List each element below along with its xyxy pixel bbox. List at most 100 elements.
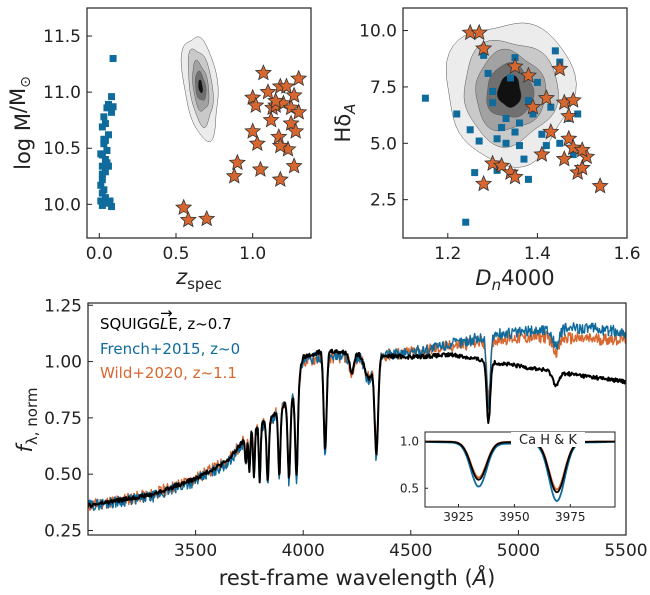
contour-level-5 — [198, 79, 204, 94]
scatter-square-point — [108, 108, 116, 116]
legend-entry-squiggle: SQUIGGLE, z~0.7 — [100, 315, 232, 333]
x-tick-label: 3925 — [443, 510, 474, 524]
scatter-star-point — [262, 111, 280, 128]
scatter-square-point — [98, 170, 106, 178]
x-tick-label: 1.0 — [239, 244, 266, 264]
y-tick-label: 1.25 — [44, 296, 82, 316]
scatter-star-point — [254, 64, 272, 81]
x-tick-label: 3500 — [174, 541, 217, 561]
scatter-square-point — [493, 135, 501, 143]
inset-ca-hk: Ca H & K 3925 3950 3975 0.5 1.0 — [400, 431, 616, 524]
scatter-star-point — [591, 177, 609, 194]
scatter-square-point — [489, 87, 497, 95]
scatter-square-point — [109, 103, 117, 111]
scatter-square-point — [480, 51, 488, 59]
y-tick-label: 10.0 — [359, 22, 397, 42]
panel-spectra: 3500 4000 4500 5000 5500 0.25 0.50 0.75 1.00 1.25… — [13, 296, 648, 590]
squiggle-spectrum — [88, 348, 626, 508]
x-axis-label: Dn4000 — [475, 266, 554, 294]
x-axis-label: rest-frame wavelength (Å) — [219, 564, 496, 590]
scatter-star-point — [175, 198, 193, 216]
panel-hdelta-vs-dn4000: 1.2 1.4 1.6 2.5 5.0 7.5 10.0 Dn4000 HδA — [331, 7, 641, 294]
legend: SQUIGGLE, z~0.7 → French+2015, z~0 Wild+… — [100, 304, 240, 382]
scatter-star-point — [290, 69, 308, 87]
scatter-square-point — [507, 74, 515, 82]
y-tick-label: 0.50 — [44, 465, 82, 485]
scatter-star-point — [179, 210, 197, 228]
scatter-square-point — [109, 54, 117, 62]
scatter-square-point — [453, 110, 461, 118]
scatter-star-point — [493, 156, 511, 174]
axis-ticks: 0.0 0.5 1.0 10.0 10.5 11.0 11.5 — [43, 27, 266, 264]
scatter-star-point — [573, 141, 591, 158]
y-tick-label: 1.00 — [44, 353, 82, 373]
scatter-star-point — [573, 159, 591, 176]
scatter-star-point — [551, 59, 569, 77]
scatter-star-point — [564, 138, 582, 156]
scatter-star-point — [285, 86, 303, 103]
y-tick-label: 0.75 — [44, 409, 82, 429]
scatter-star-point — [290, 103, 308, 120]
x-tick-label: 3975 — [555, 510, 586, 524]
scatter-star-point — [259, 83, 277, 100]
scatter-star-point — [542, 122, 560, 140]
axes-frame — [87, 302, 627, 536]
scatter-square-point — [515, 119, 523, 127]
scatter-square-point — [101, 194, 109, 202]
scatter-square-point — [104, 162, 112, 170]
scatter-square-point — [574, 110, 582, 118]
scatter-star-point — [267, 92, 285, 109]
scatter-square-point — [542, 142, 550, 150]
axes-frame — [86, 7, 312, 239]
density-contours — [180, 36, 219, 143]
scatter-points — [97, 54, 308, 228]
scatter-square-point — [475, 137, 483, 145]
scatter-square-point — [547, 103, 555, 111]
scatter-square-point — [551, 47, 559, 55]
scatter-square-point — [100, 140, 108, 148]
scatter-star-point — [475, 174, 493, 192]
x-tick-label: 1.6 — [613, 244, 640, 264]
x-tick-label: 5000 — [497, 541, 540, 561]
scatter-square-point — [103, 104, 111, 112]
panel-mass-vs-redshift: 0.0 0.5 1.0 10.0 10.5 11.0 11.5 zspec log M/M⊙ — [6, 7, 312, 293]
scatter-square-point — [484, 69, 492, 77]
scatter-square-point — [569, 151, 577, 159]
scatter-square-point — [98, 189, 106, 197]
y-tick-label: 2.5 — [370, 191, 397, 211]
scatter-square-point — [100, 135, 108, 143]
scatter-star-point — [533, 145, 551, 162]
y-tick-label: 0.5 — [400, 481, 419, 495]
scatter-square-point — [108, 93, 116, 101]
scatter-square-point — [98, 201, 106, 209]
scatter-square-point — [98, 176, 106, 184]
scatter-star-point — [519, 66, 537, 83]
scatter-square-point — [100, 113, 108, 121]
scatter-square-point — [515, 142, 523, 150]
scatter-star-point — [475, 39, 493, 56]
scatter-square-point — [502, 114, 510, 122]
scatter-square-point — [98, 162, 106, 170]
scatter-square-point — [556, 139, 564, 147]
scatter-star-point — [271, 170, 289, 187]
scatter-star-point — [564, 91, 582, 108]
y-tick-label: 1.0 — [400, 434, 419, 448]
scatter-square-point — [471, 169, 479, 177]
scatter-square-point — [489, 99, 497, 107]
scatter-square-point — [106, 197, 114, 205]
scatter-star-point — [271, 136, 289, 154]
y-tick-label: 10.0 — [43, 195, 81, 215]
contour-level-5 — [496, 74, 522, 108]
scatter-square-point — [97, 197, 105, 205]
y-axis-label: HδA — [331, 104, 359, 143]
scatter-star-point — [470, 23, 488, 41]
scatter-star-point — [248, 134, 266, 152]
scatter-star-point — [244, 122, 262, 139]
scatter-square-point — [502, 139, 510, 147]
scatter-star-point — [228, 153, 246, 171]
scatter-points — [421, 23, 609, 226]
y-tick-label: 7.5 — [370, 78, 397, 98]
y-axis-label: fλ, norm — [13, 387, 41, 452]
scatter-square-point — [524, 96, 532, 104]
